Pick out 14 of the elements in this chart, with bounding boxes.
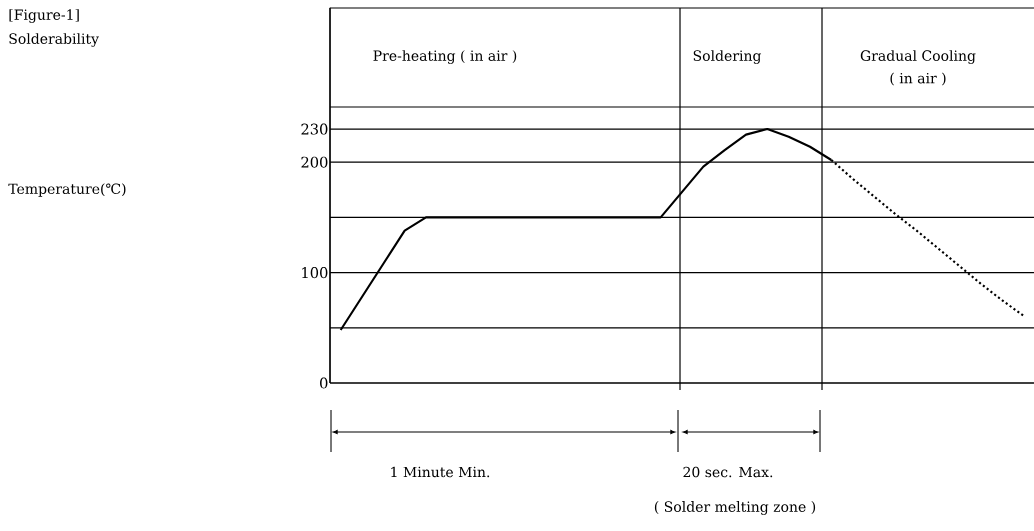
text: Solderability [9, 33, 99, 47]
annotation: ( in air ) [890, 72, 946, 86]
text: [Figure-1] [9, 9, 79, 23]
y-tick-label: 100 [302, 267, 328, 279]
annotation: Pre-heating ( in air ) [373, 50, 517, 64]
text: 20 sec. Max. [683, 466, 773, 478]
y-tick-label: 230 [301, 123, 328, 135]
y-tick-label: 0 [320, 377, 328, 389]
text: ( Solder melting zone ) [654, 501, 816, 515]
text: Temperature(℃) [8, 183, 126, 197]
text: 1 Minute Min. [391, 466, 490, 478]
annotation: Gradual Cooling [860, 50, 976, 64]
y-tick-label: 200 [301, 156, 328, 168]
annotation: Soldering [693, 50, 762, 64]
